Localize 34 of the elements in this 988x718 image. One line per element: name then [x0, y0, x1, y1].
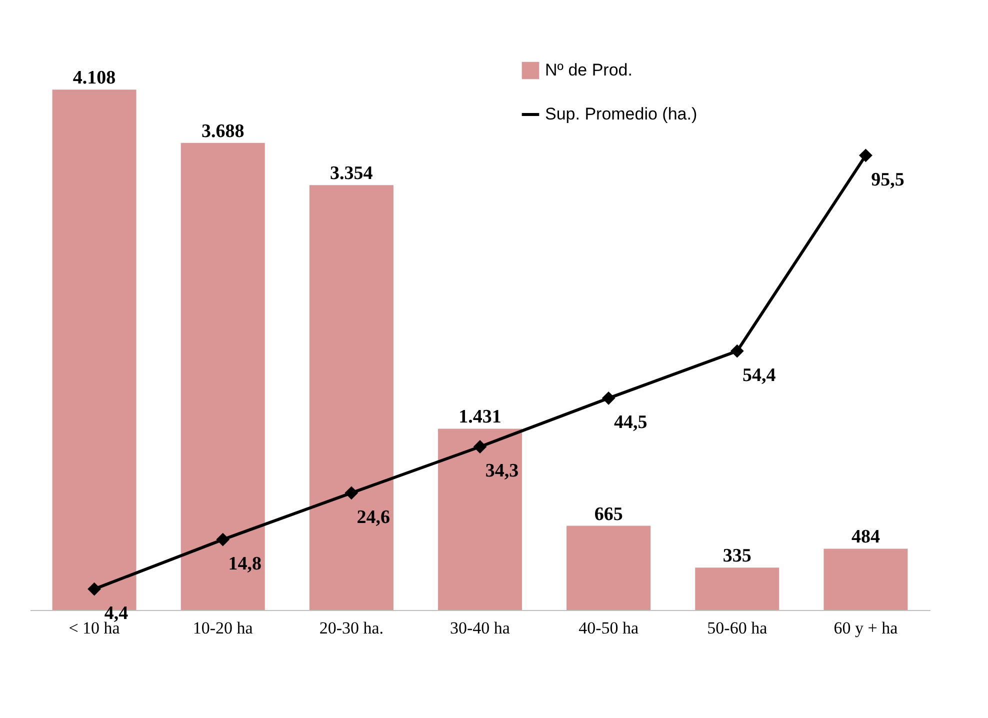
bar	[566, 526, 651, 610]
data-label: 24,6	[356, 506, 390, 528]
data-label: 34,3	[485, 460, 519, 482]
legend-label: Nº de Prod.	[545, 60, 632, 80]
point	[88, 582, 101, 596]
bar	[695, 568, 780, 610]
data-label: 665	[594, 504, 623, 525]
data-label: 44,5	[614, 412, 648, 434]
data-label: 95,5	[871, 169, 904, 190]
data-label: 335	[722, 546, 752, 567]
bar	[824, 548, 908, 610]
data-label: 1.431	[458, 406, 502, 428]
point	[602, 391, 616, 405]
x-tick-label: 40-50 ha	[578, 618, 639, 638]
data-label: 3.354	[330, 163, 374, 184]
point	[859, 148, 872, 162]
x-tick-label: 30-40 ha	[450, 618, 510, 638]
point	[344, 486, 358, 500]
point	[216, 532, 230, 546]
bar	[309, 185, 394, 610]
data-label: 484	[851, 526, 880, 548]
x-tick-label: 10-20 ha	[192, 618, 254, 638]
x-tick-label: 20-30 ha.	[319, 618, 384, 638]
data-label: 54,4	[742, 365, 776, 386]
data-label: 4.108	[72, 68, 116, 89]
legend-label: Sup. Promedio (ha.)	[545, 104, 698, 124]
x-tick-label: 50-60 ha	[707, 618, 768, 638]
point	[473, 440, 487, 454]
x-tick-label: 60 y + ha	[834, 618, 898, 638]
bar	[180, 142, 265, 610]
data-label: 14,8	[228, 554, 262, 575]
point	[730, 344, 744, 358]
data-label: 3.688	[201, 120, 244, 142]
bar	[438, 428, 522, 610]
